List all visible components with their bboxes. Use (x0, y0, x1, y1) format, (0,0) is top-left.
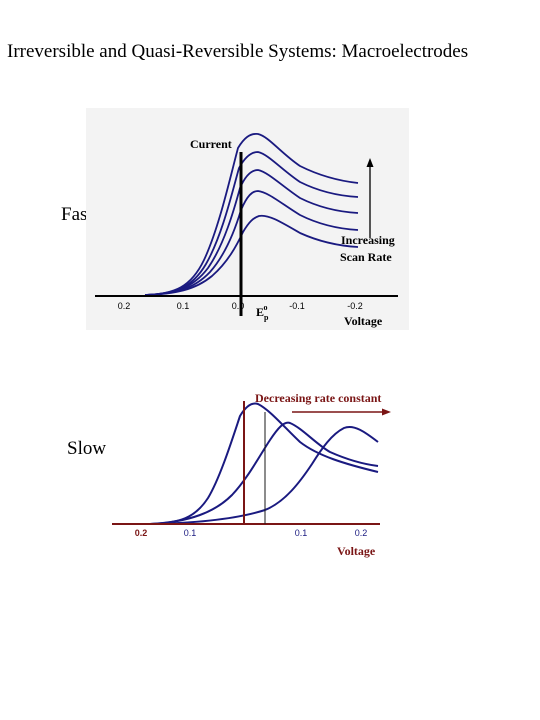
fast-tick-0.1: 0.1 (177, 301, 190, 311)
ep-label: Epo (256, 303, 269, 322)
slow-voltage-label: Voltage (337, 544, 376, 558)
slow-tick-right-0.1: 0.1 (295, 528, 308, 538)
fast-curve-1 (144, 214, 359, 296)
decreasing-rate-label: Decreasing rate constant (255, 391, 381, 405)
ep-letter: E (256, 305, 264, 319)
scan-rate-label: Scan Rate (340, 250, 392, 264)
page-title: Irreversible and Quasi-Reversible System… (7, 41, 469, 62)
decreasing-arrow-head (382, 408, 391, 416)
fast-voltage-label: Voltage (344, 314, 383, 328)
fast-tick-neg0.2: -0.2 (347, 301, 363, 311)
slow-label: Slow (67, 438, 107, 459)
fast-tick-0.2: 0.2 (118, 301, 131, 311)
slow-tick-left-0.2: 0.2 (135, 528, 148, 538)
slow-curve-slow-rate (149, 426, 379, 525)
fast-panel: Current Increasing Scan Rate 0.2 0.1 0.0… (86, 108, 409, 330)
slow-curve-medium-rate (149, 421, 379, 525)
increasing-label: Increasing (341, 233, 395, 247)
fast-curve-3 (144, 169, 359, 296)
fast-curve-4 (144, 151, 359, 296)
slow-tick-left-0.1: 0.1 (184, 528, 197, 538)
ep-subscript: p (264, 313, 269, 322)
slow-tick-right-0.2: 0.2 (355, 528, 368, 538)
fast-tick-0.0: 0.0 (232, 301, 245, 311)
fast-panel-background (86, 108, 409, 330)
slow-curve-fast-rate (149, 402, 379, 525)
fast-label: Fast (61, 204, 93, 225)
slow-panel: Decreasing rate constant 0.2 0.1 0.1 0.2… (112, 391, 391, 558)
fast-curve-2 (144, 190, 359, 296)
increasing-arrow-head (366, 158, 374, 167)
ep-superscript: o (263, 303, 267, 312)
slow-curves (149, 402, 379, 525)
fast-curve-5 (144, 133, 359, 296)
fast-tick-neg0.1: -0.1 (289, 301, 305, 311)
fast-curves (144, 133, 359, 296)
current-label: Current (190, 137, 232, 151)
